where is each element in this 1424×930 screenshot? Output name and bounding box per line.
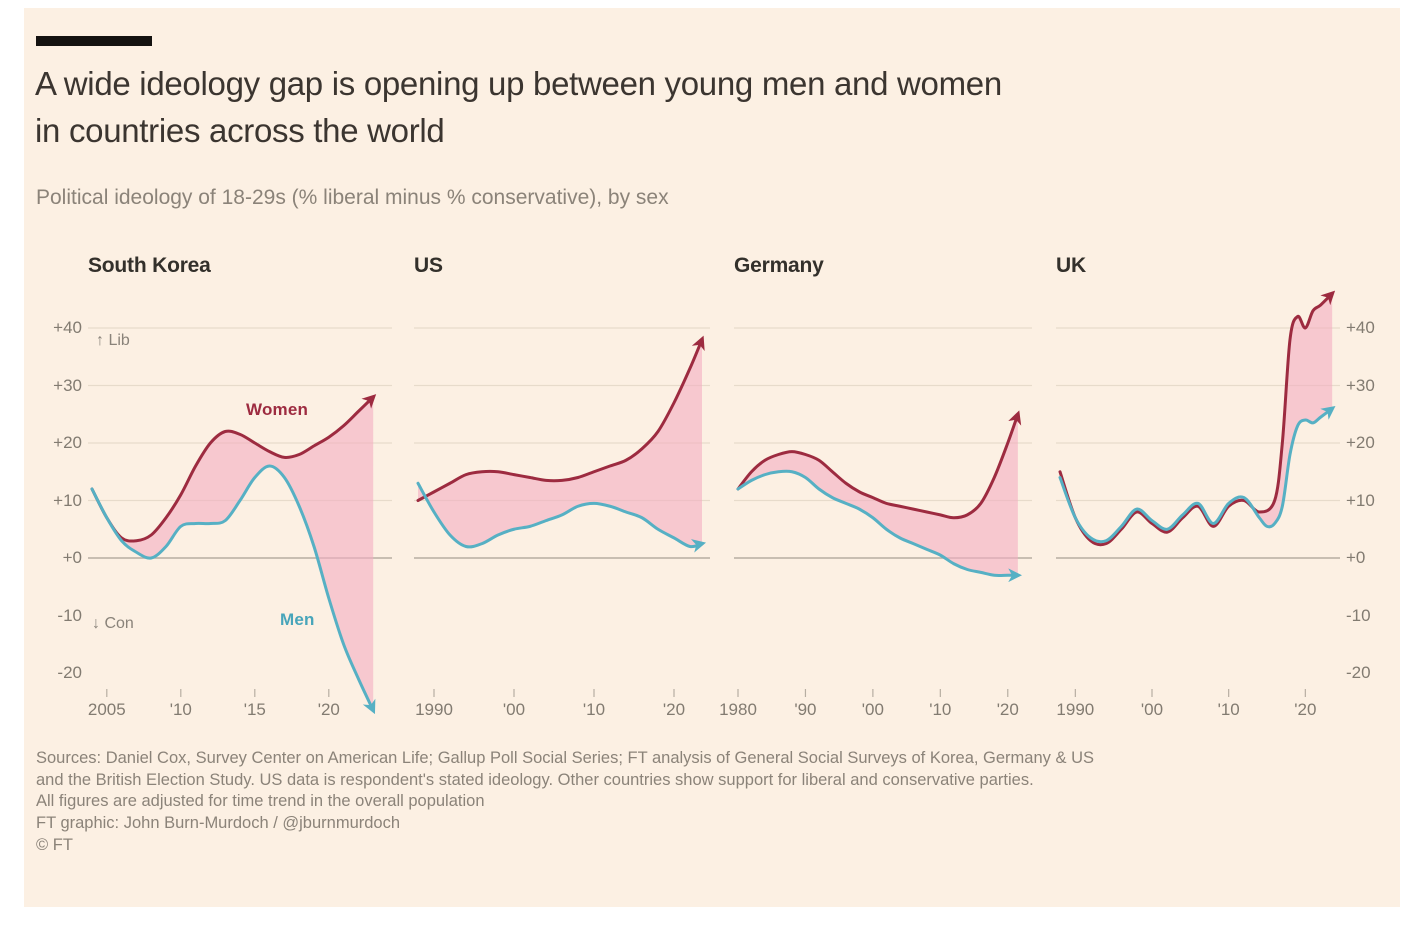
y-axis-tick-label: +0 bbox=[1346, 548, 1366, 567]
x-axis-tick-label: '00 bbox=[1140, 700, 1164, 719]
panel-plot-svg bbox=[1056, 290, 1340, 697]
men-line bbox=[90, 464, 376, 715]
y-axis-tick-label: -20 bbox=[57, 663, 82, 682]
y-axis-tick-label: -10 bbox=[57, 605, 82, 625]
x-axis-tick-label: 1990 bbox=[415, 700, 453, 719]
y-axis-tick-label: +20 bbox=[1346, 433, 1375, 452]
panel-plot-svg bbox=[414, 327, 710, 697]
lib-axis-annotation: ↑ Lib bbox=[96, 332, 130, 349]
y-axis-tick-label: +0 bbox=[62, 548, 82, 567]
x-axis-tick-label: '00 bbox=[502, 700, 526, 719]
panel-us: US 1990 '00 '10 '20 bbox=[414, 254, 710, 719]
x-axis-tick-label: '10 bbox=[929, 700, 952, 719]
women-series-label: Women bbox=[246, 400, 309, 419]
panel-plot-svg bbox=[734, 327, 1032, 697]
panel-south-korea: South Korea ↑ Lib ↓ Con Women Men 2005 '1… bbox=[88, 254, 392, 719]
title-line-2: in countries across the world bbox=[35, 112, 445, 149]
men-line bbox=[416, 481, 707, 553]
panel-title-south-korea: South Korea bbox=[88, 254, 211, 277]
x-axis-tick-label: '15 bbox=[243, 700, 266, 719]
panel-title-us: US bbox=[414, 254, 443, 277]
men-line bbox=[1058, 406, 1336, 544]
gap-band bbox=[92, 397, 374, 711]
women-line bbox=[736, 410, 1022, 520]
gap-band bbox=[418, 339, 702, 547]
x-axis-tick-label: '20 bbox=[996, 700, 1019, 719]
y-axis-tick-label: +10 bbox=[1346, 490, 1375, 510]
x-axis-tick-label: 2005 bbox=[87, 700, 126, 719]
gap-band bbox=[738, 414, 1018, 576]
title-line-1: A wide ideology gap is opening up betwee… bbox=[35, 65, 1002, 102]
x-axis-tick-label: 1980 bbox=[719, 700, 757, 719]
copyright: © FT bbox=[36, 836, 73, 854]
source-line-3: All figures are adjusted for time trend … bbox=[36, 792, 485, 810]
y-axis-tick-label: +40 bbox=[1346, 318, 1375, 337]
kicker-bar bbox=[36, 36, 152, 46]
x-axis-tick-label: 1990 bbox=[1056, 700, 1095, 719]
y-axis-tick-label: +30 bbox=[53, 375, 82, 395]
x-axis-tick-label: '10 bbox=[169, 700, 192, 719]
chart-subtitle: Political ideology of 18-29s (% liberal … bbox=[36, 186, 669, 209]
source-note: Sources: Daniel Cox, Survey Center on Am… bbox=[36, 748, 1094, 857]
panel-title-germany: Germany bbox=[734, 254, 824, 277]
y-axis-tick-label: -10 bbox=[1346, 605, 1371, 625]
x-axis-tick-label: '90 bbox=[794, 700, 817, 719]
x-axis-tick-label: '10 bbox=[582, 700, 606, 719]
y-axis-tick-label: +20 bbox=[53, 433, 82, 452]
y-axis-tick-label: -20 bbox=[1346, 663, 1371, 682]
y-axis-tick-label: +10 bbox=[53, 490, 82, 510]
x-axis-tick-label: '00 bbox=[861, 700, 884, 719]
credit-line: FT graphic: John Burn-Murdoch / @jburnmu… bbox=[36, 813, 401, 832]
panel-title-uk: UK bbox=[1056, 254, 1086, 277]
x-axis-tick-label: '20 bbox=[1294, 700, 1317, 719]
x-axis-tick-label: '10 bbox=[1217, 700, 1240, 719]
x-axis-tick-label: '20 bbox=[317, 700, 340, 719]
women-line bbox=[90, 394, 377, 543]
con-axis-annotation: ↓ Con bbox=[92, 615, 134, 632]
chart-card: A wide ideology gap is opening up betwee… bbox=[24, 8, 1400, 907]
x-axis-tick-label: '20 bbox=[662, 700, 686, 719]
y-axis-tick-label: +30 bbox=[1346, 375, 1375, 395]
panel-uk: UK 1990 '00 '10 '20 bbox=[1056, 254, 1340, 719]
page-title: A wide ideology gap is opening up betwee… bbox=[35, 60, 1002, 154]
panel-germany: Germany 1980 '90 '00 '10 '20 bbox=[719, 254, 1032, 719]
panel-plot-svg bbox=[88, 327, 392, 715]
men-line bbox=[736, 469, 1023, 583]
y-axis-tick-label: +40 bbox=[53, 318, 82, 337]
men-series-label: Men bbox=[280, 610, 315, 629]
source-line-1: Sources: Daniel Cox, Survey Center on Am… bbox=[36, 749, 1094, 767]
source-line-2: and the British Election Study. US data … bbox=[36, 770, 1034, 789]
y-axis-right: +40 +30 +20 +10 +0 -10 -20 bbox=[1346, 278, 1398, 708]
y-axis-left: +40 +30 +20 +10 +0 -10 -20 bbox=[30, 278, 82, 708]
women-line bbox=[416, 335, 705, 502]
